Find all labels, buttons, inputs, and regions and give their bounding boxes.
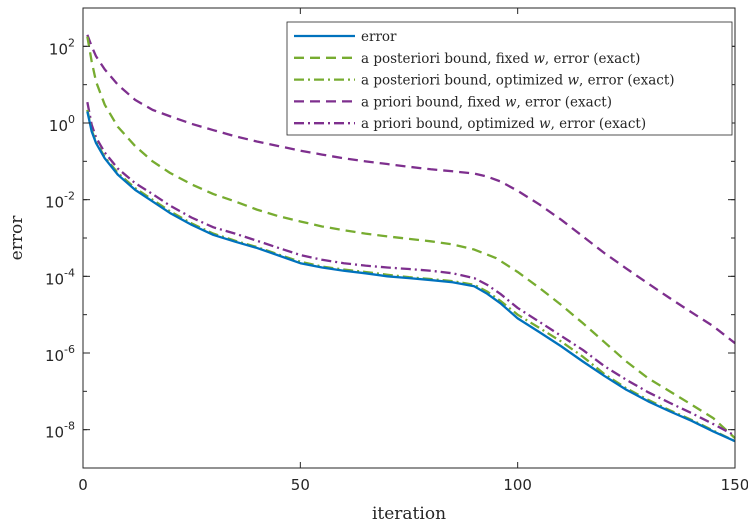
legend-box: [286, 21, 733, 136]
y-tick-label-3: 10-4: [45, 266, 75, 288]
series-line-0: [86, 111, 736, 443]
series-line-4: [86, 101, 736, 437]
legend-label-4: a priori bound, optimized w, error (exac…: [361, 116, 646, 132]
x-tick-label-3: 150: [721, 476, 748, 494]
tick-layer: 0 50 100 150 102 100 10-2 10-4 10-6 10-8: [45, 7, 748, 494]
x-tick-label-1: 50: [291, 476, 310, 494]
series-line-2: [86, 109, 736, 443]
x-tick-label-0: 0: [78, 476, 88, 494]
x-axis-label: iteration: [372, 504, 446, 524]
legend-label-1: a posteriori bound, fixed w, error (exac…: [361, 51, 640, 67]
legend: error a posteriori bound, fixed w, error …: [286, 21, 733, 136]
legend-label-3: a priori bound, fixed w, error (exact): [361, 94, 612, 110]
y-axis-label: error: [7, 215, 27, 261]
series-line-3: [86, 34, 736, 345]
y-tick-label-2: 10-2: [45, 190, 75, 212]
x-tick-label-2: 100: [503, 476, 532, 494]
y-tick-label-5: 10-8: [45, 420, 75, 442]
y-tick-label-1: 100: [49, 113, 75, 135]
y-tick-label-4: 10-6: [45, 343, 75, 365]
series-line-1: [86, 36, 736, 440]
legend-label-2: a posteriori bound, optimized w, error (…: [361, 73, 675, 89]
series-layer: [86, 34, 736, 443]
legend-label-0: error: [361, 29, 397, 45]
y-tick-label-0: 102: [49, 36, 75, 58]
